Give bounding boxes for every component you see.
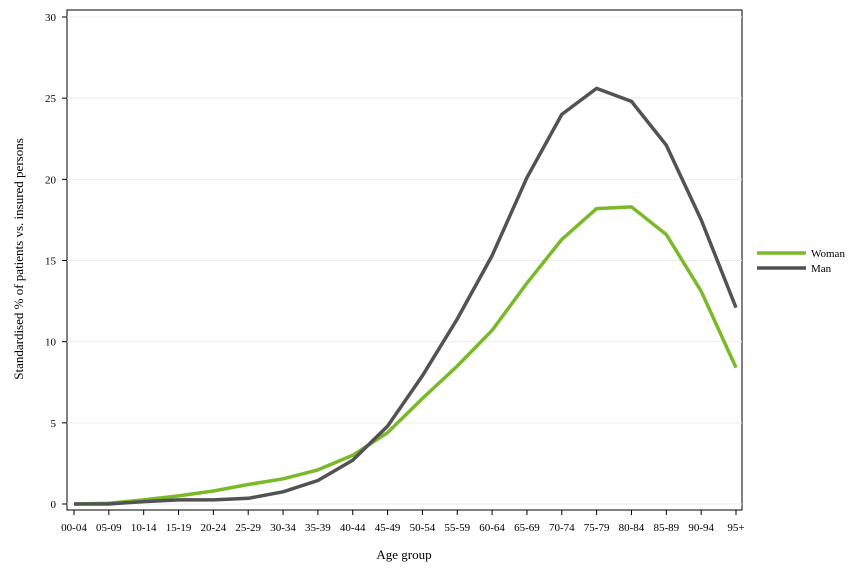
x-tick-label: 75-79 — [584, 522, 610, 534]
legend-label-woman: Woman — [811, 248, 845, 260]
x-tick-label: 40-44 — [340, 522, 366, 534]
x-tick-label: 50-54 — [410, 522, 436, 534]
series-lines — [73, 86, 738, 506]
x-tick-label: 70-74 — [549, 522, 575, 534]
gridlines — [67, 16, 742, 505]
y-axis: 0 5 10 15 20 25 30 — [45, 12, 67, 511]
x-axis: 00-04 05-09 10-14 15-19 20-24 25-29 30-34 35-39… — [61, 510, 745, 534]
x-tick-label: 05-09 — [96, 522, 122, 534]
x-tick-label: 15-19 — [166, 522, 192, 534]
x-tick-label: 20-24 — [201, 522, 227, 534]
x-tick-label: 35-39 — [305, 522, 331, 534]
y-tick-label: 25 — [45, 93, 57, 105]
y-tick-label: 5 — [51, 418, 57, 430]
y-tick-label: 0 — [51, 499, 57, 511]
y-tick-label: 30 — [45, 12, 57, 24]
x-tick-label: 95+ — [727, 522, 744, 534]
legend: Woman Man — [757, 248, 845, 275]
y-tick-label: 20 — [45, 174, 57, 186]
x-tick-label: 25-29 — [235, 522, 261, 534]
series-line-man — [74, 86, 738, 506]
y-tick-label: 10 — [45, 337, 57, 349]
y-tick-label: 15 — [45, 256, 57, 268]
x-tick-label: 60-64 — [479, 522, 505, 534]
x-axis-title: Age group — [376, 547, 431, 562]
y-axis-title: Standardised % of patients vs. insured p… — [11, 138, 26, 380]
x-tick-label: 80-84 — [619, 522, 645, 534]
x-tick-label: 65-69 — [514, 522, 540, 534]
x-tick-label: 55-59 — [444, 522, 470, 534]
x-tick-label: 90-94 — [688, 522, 714, 534]
x-tick-label: 10-14 — [131, 522, 157, 534]
series-line-woman — [73, 205, 738, 506]
legend-label-man: Man — [811, 263, 832, 275]
x-tick-label: 30-34 — [270, 522, 296, 534]
x-tick-label: 85-89 — [653, 522, 679, 534]
x-tick-label: 00-04 — [61, 522, 87, 534]
x-tick-label: 45-49 — [375, 522, 401, 534]
